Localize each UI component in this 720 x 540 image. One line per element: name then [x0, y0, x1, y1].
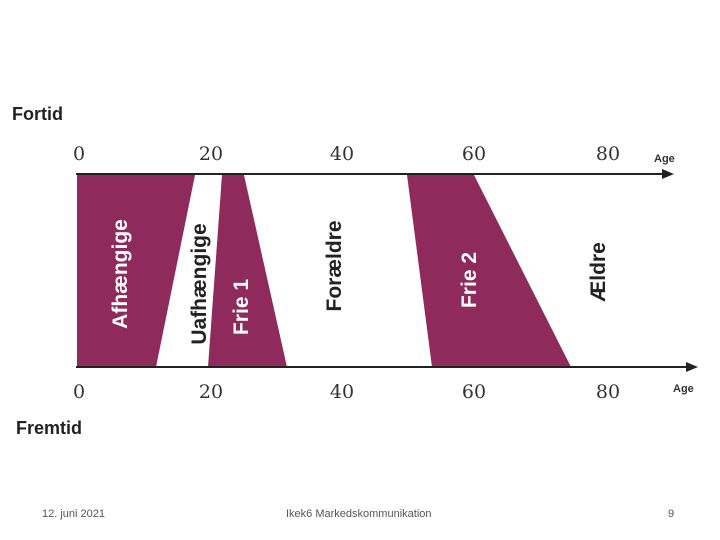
region-frie-2	[407, 175, 571, 367]
phase-label-frie-1: Frie 1	[230, 279, 253, 335]
region-frie-1	[208, 175, 287, 367]
footer-date: 12. juni 2021	[42, 508, 105, 520]
top-tick-labels: 0 20 40 60 80	[73, 143, 620, 165]
bottom-timeline-label: Fremtid	[16, 418, 82, 438]
top-tick-80: 80	[596, 143, 620, 165]
bottom-axis-arrowhead	[686, 362, 698, 372]
top-tick-40: 40	[330, 143, 354, 165]
bottom-tick-80: 80	[596, 381, 620, 403]
bottom-tick-60: 60	[462, 381, 486, 403]
phase-label-foraeldre: Forældre	[323, 220, 346, 311]
footer-course-title: Ikek6 Markedskommunikation	[286, 508, 432, 520]
phase-label-frie-2: Frie 2	[458, 252, 481, 308]
top-axis-title: Age	[654, 153, 675, 165]
top-timeline-label: Fortid	[12, 104, 63, 124]
top-tick-0: 0	[73, 143, 85, 165]
footer-page-number: 9	[668, 508, 675, 520]
bottom-tick-20: 20	[199, 381, 223, 403]
bottom-tick-0: 0	[73, 381, 85, 403]
bottom-tick-labels: 0 20 40 60 80	[73, 381, 620, 403]
top-tick-60: 60	[462, 143, 486, 165]
bottom-axis-title: Age	[673, 383, 694, 395]
phase-label-aeldre: Ældre	[587, 242, 610, 302]
top-tick-20: 20	[199, 143, 223, 165]
phase-label-afhaengige: Afhængige	[109, 219, 132, 329]
region-afhaengige	[77, 175, 195, 367]
bottom-tick-40: 40	[330, 381, 354, 403]
top-axis-arrowhead	[662, 169, 674, 179]
phase-label-uafhaengige: Uafhængige	[188, 223, 211, 344]
